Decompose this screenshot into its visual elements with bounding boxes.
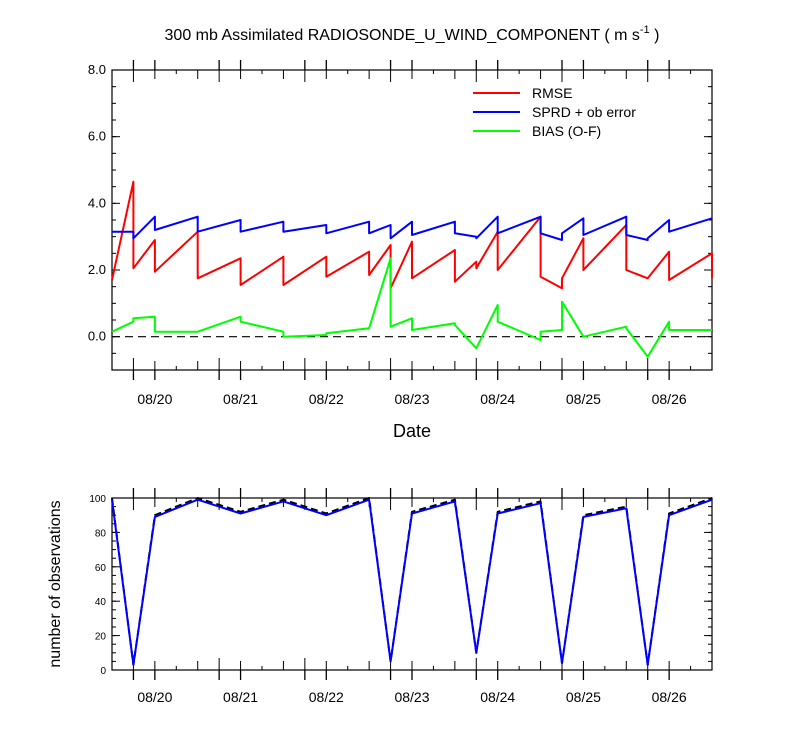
legend-label: RMSE <box>532 85 572 101</box>
y-axis-label: number of observations <box>47 500 64 667</box>
x-tick-label: 08/21 <box>223 391 258 407</box>
x-axis: 08/20 08/21 08/22 08/23 08/24 08/25 08/26 <box>111 60 713 407</box>
chart-title: 300 mb Assimilated RADIOSONDE_U_WIND_COM… <box>165 24 660 44</box>
y-tick-label: 2.0 <box>88 262 106 277</box>
y-tick-label: 20 <box>95 632 107 643</box>
rmse-spread-bias-chart: 300 mb Assimilated RADIOSONDE_U_WIND_COM… <box>88 24 713 441</box>
series-sprd-ob-error <box>112 215 713 241</box>
y-tick-label: 6.0 <box>88 129 106 144</box>
y-axis: 0 20 40 60 80 100 <box>89 494 712 677</box>
y-tick-label: 0 <box>100 666 106 677</box>
series-assimilated-obs <box>111 498 713 666</box>
x-tick-label: 08/26 <box>652 689 687 705</box>
x-axis-label: Date <box>393 421 431 441</box>
y-tick-label: 0.0 <box>88 329 106 344</box>
y-tick-label: 8.0 <box>88 62 106 77</box>
series-lines <box>111 180 713 358</box>
x-tick-label: 08/25 <box>566 391 601 407</box>
x-tick-label: 08/26 <box>652 391 687 407</box>
y-tick-label: 100 <box>89 494 106 505</box>
x-tick-label: 08/21 <box>223 689 258 705</box>
x-tick-label: 08/24 <box>480 391 515 407</box>
series-bias-o-f- <box>111 257 712 358</box>
legend-label: BIAS (O-F) <box>532 123 601 139</box>
series-lines <box>111 497 713 666</box>
legend-label: SPRD + ob error <box>532 104 636 120</box>
y-tick-label: 4.0 <box>88 195 106 210</box>
x-tick-label: 08/22 <box>309 391 344 407</box>
series-rmse <box>111 180 713 290</box>
x-tick-label: 08/25 <box>566 689 601 705</box>
x-tick-label: 08/22 <box>309 689 344 705</box>
x-tick-label: 08/24 <box>480 689 515 705</box>
y-tick-label: 80 <box>95 528 107 539</box>
legend: RMSE SPRD + ob error BIAS (O-F) <box>473 85 636 139</box>
x-tick-label: 08/20 <box>137 689 172 705</box>
y-tick-label: 60 <box>95 563 107 574</box>
x-tick-label: 08/23 <box>394 391 429 407</box>
x-tick-label: 08/23 <box>394 689 429 705</box>
x-tick-label: 08/20 <box>137 391 172 407</box>
x-axis: 08/20 08/21 08/22 08/23 08/24 08/25 08/26 <box>111 488 713 705</box>
y-tick-label: 40 <box>95 597 107 608</box>
series-possible-obs <box>111 497 713 666</box>
plot-frame <box>111 497 713 671</box>
